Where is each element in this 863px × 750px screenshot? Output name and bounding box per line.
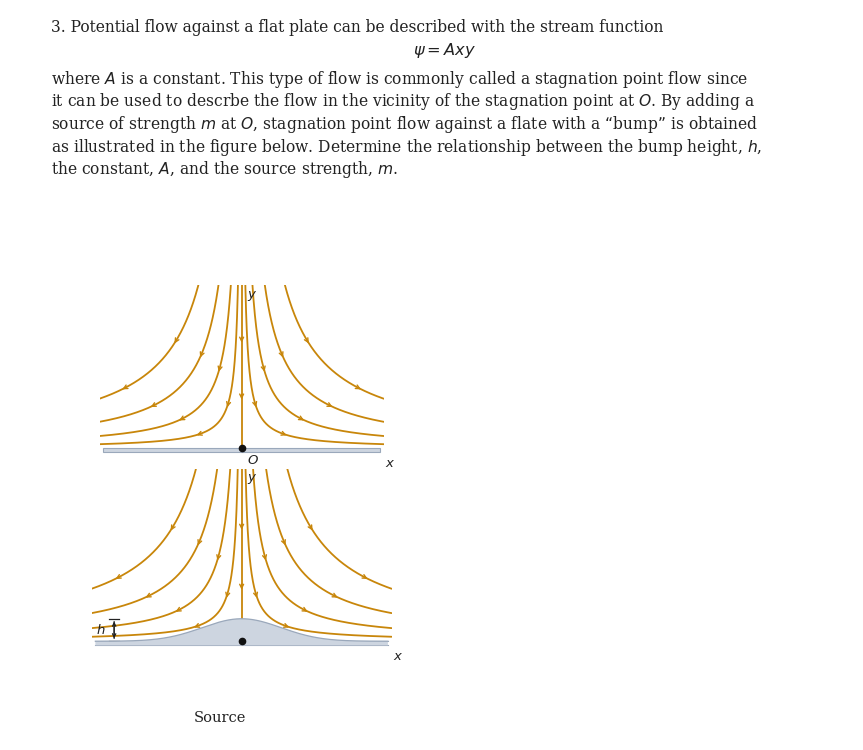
- Text: where $A$ is a constant. This type of flow is commonly called a stagnation point: where $A$ is a constant. This type of fl…: [51, 69, 748, 90]
- Text: $O$: $O$: [248, 454, 259, 467]
- Text: $y$: $y$: [247, 289, 257, 302]
- Text: $\psi = Axy$: $\psi = Axy$: [413, 41, 476, 60]
- Polygon shape: [96, 619, 387, 645]
- Text: $y$: $y$: [247, 472, 257, 487]
- Text: as illustrated in the figure below. Determine the relationship between the bump : as illustrated in the figure below. Dete…: [51, 136, 762, 158]
- Text: Source: Source: [194, 711, 246, 725]
- Text: $h$: $h$: [96, 623, 105, 637]
- Text: source of strength $m$ at $O$, stagnation point flow against a flate with a “bum: source of strength $m$ at $O$, stagnatio…: [51, 114, 759, 135]
- Text: 3. Potential flow against a flat plate can be described with the stream function: 3. Potential flow against a flat plate c…: [51, 19, 664, 36]
- Text: $x$: $x$: [385, 457, 395, 470]
- Text: the constant, $A$, and the source strength, $m$.: the constant, $A$, and the source streng…: [51, 159, 399, 180]
- Polygon shape: [103, 448, 381, 452]
- Text: $x$: $x$: [394, 650, 403, 663]
- Text: it can be used to descrbe the flow in the vicinity of the stagnation point at $O: it can be used to descrbe the flow in th…: [51, 92, 755, 112]
